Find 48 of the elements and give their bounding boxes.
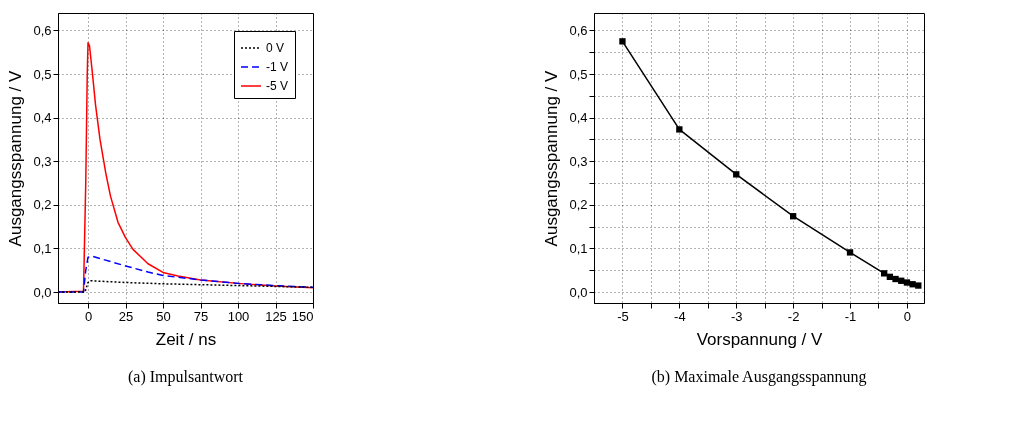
y-tick-label: 0,4: [33, 110, 52, 126]
x-axis-title: Zeit / ns: [155, 329, 217, 349]
y-tick-label: 0,2: [569, 197, 588, 213]
y-tick-label: 0,6: [569, 22, 588, 38]
y-tick-label: 0,0: [33, 284, 52, 300]
x-tick-label: -4: [674, 308, 686, 324]
y-tick-label: 0,5: [33, 66, 52, 82]
line-series: [58, 255, 313, 293]
x-tick-label: -2: [787, 308, 800, 324]
point: [733, 171, 740, 178]
y-tick-label: 0,1: [33, 240, 52, 256]
y-tick-label: 0,3: [569, 153, 588, 169]
point: [789, 213, 797, 220]
point: [846, 249, 854, 256]
y-tick-label: 0,0: [569, 284, 588, 300]
x-axis-title: Vorspannung / V: [696, 329, 824, 349]
point: [892, 275, 899, 283]
y-tick-label: 0,4: [569, 110, 588, 126]
y-tick-label: 0,3: [33, 153, 52, 169]
y-tick-label: 0,6: [33, 22, 52, 38]
legend-label: -5 V: [266, 79, 289, 93]
text: (a) Impulsantwort: [127, 368, 244, 386]
x-tick-label: 125: [265, 308, 287, 324]
point: [881, 270, 888, 277]
point: [898, 277, 905, 284]
legend-label: 0 V: [266, 41, 285, 55]
x-tick-label: 150: [291, 308, 314, 324]
point: [909, 281, 916, 288]
x-tick-label: 25: [118, 308, 134, 324]
x-tick-label: -1: [844, 308, 857, 324]
x-tick-label: 75: [193, 308, 209, 324]
y-axis-title: Ausgangsspannung / V: [6, 69, 26, 247]
point: [619, 38, 626, 45]
y-tick-label: 0,1: [569, 240, 588, 256]
x-tick-label: -5: [617, 308, 629, 324]
x-tick-label: 50: [156, 308, 171, 324]
x-tick-label: 0: [903, 308, 912, 324]
point: [915, 282, 922, 289]
x-tick-label: 100: [227, 308, 250, 324]
y-axis-title: Ausgangsspannung / V: [542, 69, 562, 247]
x-tick-label: -3: [730, 308, 743, 324]
x-tick-label: 0: [84, 308, 93, 324]
legend-label: -1 V: [266, 60, 289, 74]
y-tick-label: 0,2: [33, 197, 52, 213]
point: [903, 279, 911, 286]
y-tick-label: 0,5: [569, 66, 588, 82]
point: [676, 126, 683, 133]
text: (b) Maximale Ausgangsspannung: [651, 368, 867, 386]
